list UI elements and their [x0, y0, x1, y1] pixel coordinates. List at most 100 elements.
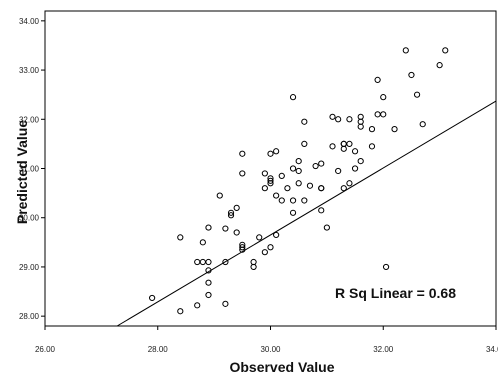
data-point — [239, 244, 246, 251]
data-point — [239, 150, 246, 157]
data-point — [357, 113, 364, 120]
data-point — [323, 224, 330, 231]
data-point — [239, 170, 246, 177]
data-point — [222, 300, 229, 307]
y-tick-label: 34.00 — [19, 17, 40, 26]
data-point — [267, 175, 274, 182]
data-point — [351, 165, 359, 172]
data-point — [382, 263, 390, 271]
data-point — [273, 148, 280, 155]
y-tick-label: 32.00 — [19, 115, 40, 124]
data-point — [340, 145, 347, 152]
data-point — [329, 113, 336, 120]
data-point — [227, 212, 235, 219]
data-point — [227, 209, 235, 216]
data-point — [278, 197, 285, 204]
data-point — [216, 192, 223, 199]
data-point — [374, 76, 381, 84]
x-tick-label: 34.00 — [486, 345, 498, 354]
data-point — [335, 167, 342, 175]
data-point — [318, 185, 325, 192]
fit-line — [116, 100, 497, 327]
data-point — [261, 249, 268, 256]
data-point — [301, 197, 308, 204]
points-layer — [149, 47, 449, 315]
plot-frame — [44, 10, 497, 327]
data-point — [318, 160, 325, 167]
data-point — [267, 150, 274, 157]
data-point — [278, 172, 285, 179]
data-point — [413, 91, 421, 98]
data-point — [273, 231, 280, 239]
data-point — [267, 244, 274, 251]
y-tick-label: 31.00 — [19, 165, 40, 174]
data-point — [368, 143, 376, 150]
x-axis: 26.00 28.00 30.00 32.00 34.00 — [35, 326, 498, 354]
data-point — [357, 123, 364, 130]
data-point — [239, 241, 246, 248]
data-point — [318, 207, 325, 214]
data-point — [312, 162, 319, 170]
data-point — [295, 158, 302, 165]
data-point — [335, 116, 342, 123]
data-point — [380, 111, 387, 118]
data-point — [222, 225, 229, 232]
data-point — [273, 192, 280, 199]
data-point — [301, 118, 308, 125]
y-axis-title: Predicted Value — [14, 120, 30, 224]
data-point — [340, 185, 347, 192]
fit-line-layer — [116, 100, 497, 327]
data-point — [346, 180, 353, 187]
data-point — [346, 140, 353, 147]
data-point — [205, 279, 212, 286]
data-point — [442, 47, 449, 54]
y-tick-label: 33.00 — [19, 66, 40, 75]
data-point — [380, 94, 387, 101]
data-point — [256, 234, 263, 241]
data-point — [329, 143, 336, 150]
data-point — [295, 180, 302, 187]
data-point — [222, 258, 229, 266]
data-point — [357, 158, 364, 165]
y-tick-label: 30.00 — [19, 214, 40, 223]
data-point — [250, 263, 257, 271]
x-tick-label: 30.00 — [260, 345, 281, 354]
y-tick-label: 29.00 — [19, 263, 40, 272]
r-squared-annotation: R Sq Linear = 0.68 — [335, 285, 456, 301]
data-point — [391, 126, 398, 133]
data-point — [194, 302, 201, 309]
data-point — [301, 140, 308, 147]
data-point — [436, 62, 443, 69]
data-point — [368, 126, 376, 133]
x-axis-title: Observed Value — [229, 359, 334, 375]
data-point — [289, 94, 297, 101]
data-point — [284, 185, 291, 192]
data-point — [177, 234, 184, 241]
data-point — [177, 308, 184, 315]
data-point — [346, 116, 353, 123]
data-point — [351, 148, 359, 155]
data-point — [261, 170, 268, 177]
x-tick-label: 32.00 — [373, 345, 394, 354]
data-point — [295, 167, 302, 175]
data-point — [306, 182, 314, 189]
data-point — [267, 177, 274, 184]
data-point — [199, 239, 206, 246]
y-axis: 28.00 29.00 30.00 31.00 32.00 33.00 34.00 — [19, 17, 45, 321]
data-point — [289, 197, 297, 204]
y-tick-label: 28.00 — [19, 312, 40, 321]
x-tick-label: 28.00 — [148, 345, 169, 354]
data-point — [402, 47, 409, 54]
data-point — [233, 204, 240, 211]
data-point — [289, 209, 297, 216]
data-point — [205, 291, 212, 299]
data-point — [149, 294, 156, 302]
data-point — [205, 224, 212, 231]
data-point — [205, 267, 212, 274]
data-point — [233, 229, 240, 236]
data-point — [408, 71, 415, 79]
data-point — [261, 185, 268, 192]
x-tick-label: 26.00 — [35, 345, 56, 354]
data-point — [419, 121, 426, 128]
